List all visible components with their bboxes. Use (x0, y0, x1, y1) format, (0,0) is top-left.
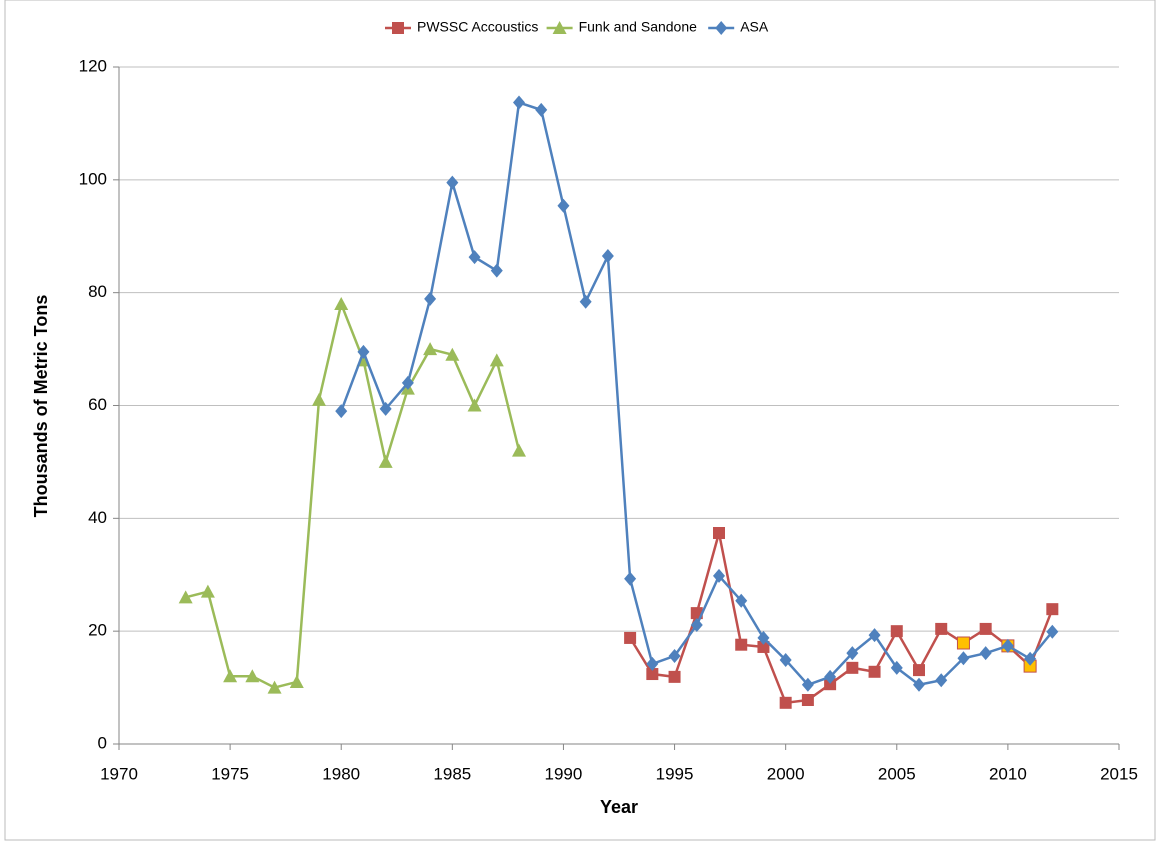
data-point (935, 673, 948, 688)
x-tick-label: 1985 (433, 764, 471, 783)
data-point (335, 404, 348, 419)
data-point (979, 646, 992, 661)
data-point (1001, 638, 1014, 653)
data-point (178, 590, 193, 604)
data-point (757, 640, 770, 653)
data-point (956, 636, 970, 650)
chart-frame (4, 0, 1156, 841)
x-tick-label: 1980 (322, 764, 360, 783)
data-point (690, 617, 703, 632)
data-point (779, 696, 792, 709)
data-point (624, 571, 637, 586)
data-point (935, 622, 948, 635)
data-point (890, 625, 903, 638)
x-tick-label: 2005 (878, 764, 916, 783)
data-point (624, 631, 637, 644)
data-point (757, 630, 770, 645)
data-point (357, 344, 370, 359)
data-point (801, 693, 814, 706)
data-point (289, 674, 304, 688)
series-line (340, 100, 1054, 687)
legend-label: ASA (740, 19, 769, 35)
x-axis-title: Year (600, 797, 638, 817)
series-line (185, 299, 521, 689)
legend-marker (715, 21, 728, 35)
x-tick-label: 1975 (211, 764, 249, 783)
data-point (312, 392, 326, 406)
y-tick-label: 40 (88, 508, 107, 527)
data-point (668, 670, 681, 683)
data-point (601, 248, 614, 263)
data-point (490, 263, 503, 278)
data-point (535, 102, 548, 117)
data-point (846, 661, 859, 674)
data-point (735, 593, 748, 608)
legend-label: PWSSC Accoustics (417, 19, 538, 35)
y-tick-label: 100 (79, 169, 107, 188)
data-point (824, 669, 837, 684)
data-point (378, 454, 393, 468)
data-point (713, 527, 725, 540)
data-point (646, 668, 659, 681)
data-point (913, 664, 925, 677)
data-point (267, 680, 282, 694)
data-point (868, 628, 881, 643)
data-point (424, 291, 437, 306)
data-point (801, 677, 814, 692)
data-point (779, 652, 792, 667)
data-point (824, 678, 837, 691)
data-point (735, 638, 748, 651)
x-tick-label: 2000 (767, 764, 805, 783)
data-point (846, 646, 859, 661)
data-point (423, 342, 438, 356)
data-point (890, 660, 903, 675)
x-tick-label: 2015 (1100, 764, 1138, 783)
data-point (1046, 624, 1059, 639)
y-axis-title: Thousands of Metric Tons (31, 295, 51, 518)
data-point (379, 401, 392, 416)
data-point (446, 175, 459, 190)
data-point (646, 656, 659, 671)
y-tick-label: 60 (88, 395, 107, 414)
x-tick-label: 1990 (545, 764, 583, 783)
y-tick-label: 80 (88, 282, 107, 301)
data-point (468, 250, 481, 265)
legend-label: Funk and Sandone (579, 19, 698, 35)
data-point (200, 584, 215, 598)
data-point (489, 353, 504, 367)
data-point (245, 669, 260, 683)
data-point (513, 95, 525, 110)
data-point (1046, 603, 1059, 616)
legend-marker (552, 21, 567, 34)
data-point (512, 443, 526, 457)
y-tick-label: 0 (98, 733, 107, 752)
y-tick-label: 20 (88, 621, 107, 640)
data-point (445, 347, 460, 361)
data-point (868, 665, 881, 678)
data-point (957, 651, 970, 666)
data-point (223, 669, 238, 683)
data-point (467, 398, 482, 412)
data-point (668, 648, 681, 663)
data-point (334, 296, 349, 310)
y-tick-label: 120 (79, 56, 107, 75)
data-point (713, 568, 725, 583)
x-tick-label: 2010 (989, 764, 1027, 783)
x-tick-label: 1970 (100, 764, 138, 783)
x-tick-label: 1995 (656, 764, 694, 783)
data-point (979, 622, 992, 635)
data-point (401, 375, 414, 390)
data-point (557, 198, 570, 213)
data-point (913, 677, 925, 692)
data-point (579, 294, 592, 309)
legend-marker (392, 22, 404, 34)
data-point (1024, 651, 1037, 666)
